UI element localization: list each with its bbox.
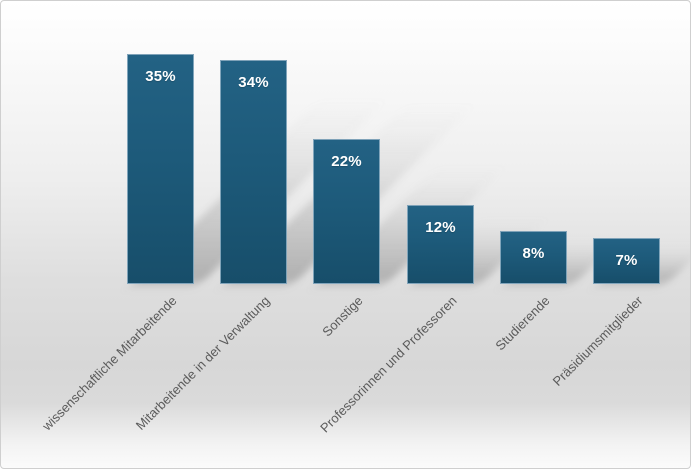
bar-value-label: 12%: [425, 219, 456, 236]
x-axis-label-6: Präsidiumsmitglieder: [549, 293, 646, 389]
x-axis-label-5: Studierende: [492, 293, 553, 354]
bar-3: 22%: [313, 139, 380, 284]
x-axis-label-2: Mitarbeitende in der Verwaltung: [132, 293, 273, 433]
bar-1: 35%: [127, 54, 194, 284]
x-axis-label-1: wissenschaftliche Mitarbeitende: [39, 293, 180, 434]
bar-4: 12%: [407, 205, 474, 284]
bar-2: 34%: [220, 60, 287, 284]
bar-value-label: 22%: [331, 153, 362, 170]
x-axis-label-3: Sonstige: [319, 293, 366, 340]
bar-5: 8%: [500, 231, 567, 284]
bar-value-label: 34%: [238, 74, 269, 91]
bar-6: 7%: [593, 238, 660, 284]
bar-value-label: 7%: [615, 252, 638, 269]
x-axis-label-4: Professorinnen und Professoren: [317, 293, 460, 436]
bar-value-label: 8%: [522, 245, 545, 262]
bar-value-label: 35%: [145, 68, 176, 85]
